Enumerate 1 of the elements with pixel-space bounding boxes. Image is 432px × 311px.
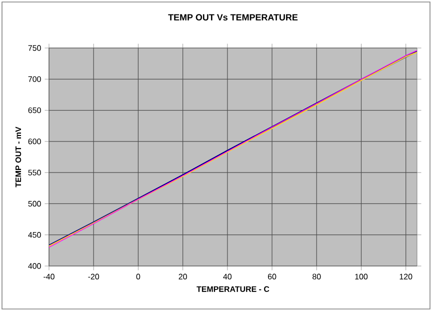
chart-title: TEMP OUT Vs TEMPERATURE (168, 14, 298, 21)
